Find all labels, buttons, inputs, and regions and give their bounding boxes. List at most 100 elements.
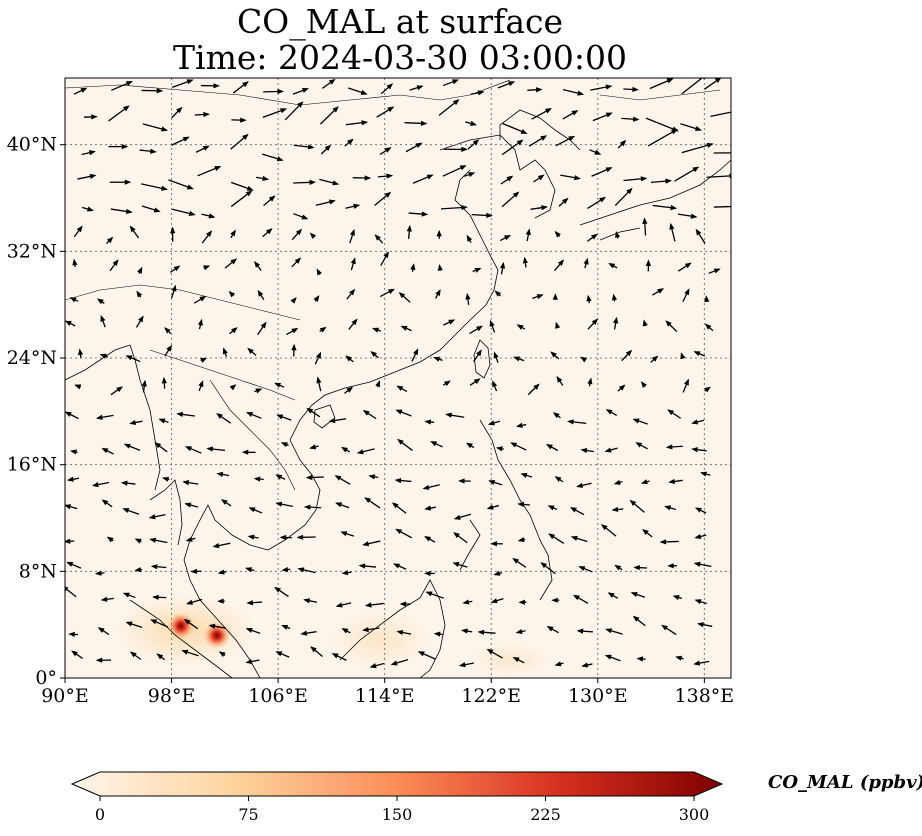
plot-title-line1: CO_MAL at surface [236,2,564,41]
wind-vector [334,475,351,485]
wind-vector [71,650,83,659]
colorbar: 0 75 150 225 300 CO_MAL (ppbv) [70,771,922,824]
wind-vector [201,230,213,244]
wind-vector [356,448,375,455]
lat-tick-label: 0° [35,667,57,689]
wind-vector [348,318,358,330]
wind-vector [69,449,78,455]
wind-vector [493,351,499,363]
wind-vector [246,600,263,606]
wind-vector [668,478,683,485]
wind-vector [440,204,468,211]
wind-vector [281,566,291,573]
wind-vector [217,598,225,604]
wind-vector [341,628,351,634]
wind-vector [305,474,324,481]
wind-vector [499,261,506,275]
wind-vector [530,205,548,211]
wind-vector [348,87,368,95]
wind-vector [569,507,585,516]
wind-vector [547,505,558,511]
wind-vector [396,629,412,636]
wind-vector [293,144,315,150]
wind-vector [134,538,142,544]
wind-vector [343,386,354,394]
lon-tick-label: 106°E [248,685,308,707]
wind-vector [257,321,267,336]
wind-vector [590,84,613,91]
wind-vector [470,90,485,96]
wind-vector [404,120,428,126]
wind-vector [181,649,199,657]
wind-vector [395,409,412,417]
wind-vector [640,479,650,485]
wind-vector [472,267,482,273]
wind-vector [461,628,473,634]
wind-vector [96,298,105,305]
wind-vector [380,83,394,95]
wind-vector [453,532,468,544]
wind-vector [591,167,613,177]
wind-vector [555,321,561,329]
wind-vector [230,229,236,239]
wind-vector [586,233,598,242]
wind-vector [516,422,527,428]
wind-vector [672,595,683,601]
wind-vector [710,111,731,117]
wind-vector [293,179,317,185]
wind-vector [247,347,257,356]
wind-vector [581,662,593,668]
wind-vector [276,414,292,421]
wind-vector [555,135,576,147]
wind-vector [473,349,482,363]
wind-vector [442,79,459,87]
wind-vector [69,297,79,303]
wind-vector [281,624,291,630]
wind-vector [349,228,355,244]
lon-tick-label: 98°E [148,685,196,707]
lon-tick-label: 114°E [355,685,415,707]
colorbar-tick-label: 75 [238,805,258,824]
wind-vector [358,563,377,569]
wind-vector [554,230,561,238]
wind-vector [572,594,589,604]
wind-vector [255,175,270,181]
wind-vector [352,175,372,181]
wind-vector [463,172,476,178]
wind-vector [161,376,167,389]
wind-vector [197,318,203,330]
wind-vector [394,477,412,484]
wind-vector [516,324,526,330]
concentration-hotspot [202,621,231,650]
wind-vector [156,653,166,661]
wind-vector [492,380,498,392]
wind-vector [465,120,477,126]
wind-vector [309,444,319,450]
wind-vector [465,442,475,449]
wind-vector [410,263,416,272]
wind-vector [81,150,96,156]
wind-vector [83,114,98,120]
wind-vector [315,199,336,206]
wind-vector [562,88,585,96]
wind-vector [422,484,440,490]
wind-vector [149,537,168,544]
wind-vector [693,561,712,568]
wind-vector [677,262,692,272]
wind-vector [152,594,167,600]
wind-vector [490,541,503,547]
wind-vector [77,348,84,358]
wind-vector [182,480,199,486]
wind-vector [74,384,82,390]
wind-vector [120,480,136,486]
wind-vector [197,166,222,177]
wind-vector [141,379,147,393]
wind-vector [341,446,350,453]
wind-vector [393,563,407,570]
wind-vector [397,438,413,451]
wind-vector [545,444,559,452]
wind-vector [184,502,199,508]
colorbar-tick-label: 0 [95,805,105,824]
wind-vector [527,383,540,396]
wind-vector [346,288,356,300]
